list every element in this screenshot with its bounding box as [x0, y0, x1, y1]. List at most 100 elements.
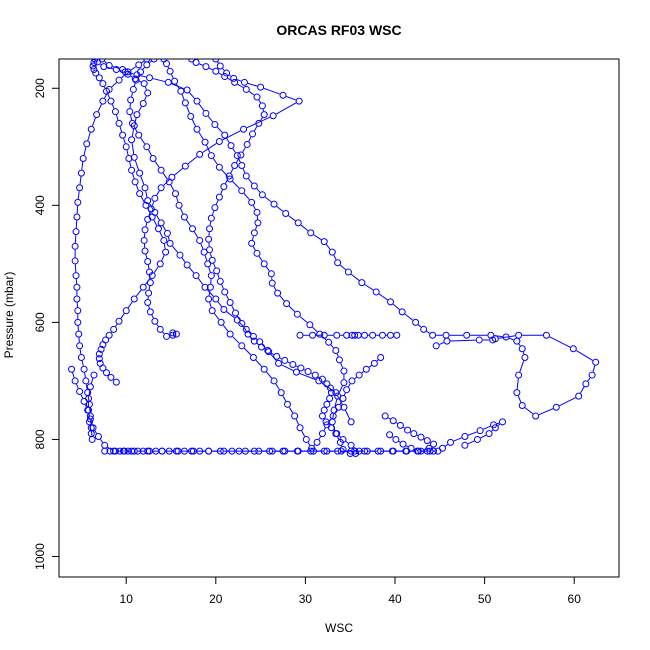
data-point — [125, 155, 133, 163]
data-point — [242, 172, 250, 180]
series-line-segment — [176, 83, 180, 89]
data-point — [250, 182, 258, 190]
data-point — [430, 440, 438, 448]
series-line-segment — [80, 394, 84, 399]
series-line-segment — [149, 60, 152, 64]
series-line-segment — [271, 352, 274, 356]
data-point — [340, 403, 348, 411]
series-line-segment — [132, 173, 135, 179]
data-point — [242, 325, 250, 333]
series-line-segment — [559, 397, 576, 407]
data-point — [447, 438, 455, 446]
data-point — [518, 402, 526, 410]
series-line-segment — [253, 126, 258, 132]
series-line-segment — [235, 157, 240, 163]
data-point — [240, 125, 248, 133]
series-line-segment — [338, 435, 341, 438]
series-line-segment — [147, 208, 151, 215]
data-point — [322, 418, 330, 426]
data-point — [423, 437, 431, 445]
series-line-segment — [361, 371, 364, 374]
series-line-segment — [199, 63, 203, 66]
series-line-segment — [198, 103, 205, 111]
data-point — [95, 74, 103, 82]
data-point — [339, 394, 347, 402]
data-point — [275, 359, 283, 367]
data-point — [334, 259, 342, 267]
data-point — [144, 89, 152, 97]
data-point — [151, 317, 159, 325]
series-line-segment — [231, 305, 235, 311]
series-line-segment — [217, 274, 220, 279]
series-line-segment — [222, 324, 229, 332]
data-point — [260, 260, 268, 268]
series-line-segment — [318, 436, 322, 440]
data-point — [233, 316, 241, 324]
data-point — [133, 111, 141, 119]
series-line-segment — [225, 294, 229, 300]
data-point — [143, 61, 151, 69]
data-point — [318, 430, 326, 438]
series-line-segment — [236, 79, 242, 82]
y-axis-label: Pressure (mbar) — [2, 272, 16, 359]
series-line-segment — [330, 344, 334, 349]
series-line-segment — [395, 422, 398, 424]
series-line-segment — [232, 181, 240, 189]
data-point — [387, 331, 395, 339]
series-line-segment — [204, 255, 208, 261]
series-line-segment — [279, 357, 282, 360]
series-line-segment — [343, 392, 346, 396]
plot-area — [68, 59, 600, 457]
series-line-segment — [300, 224, 309, 232]
data-point — [340, 367, 348, 375]
data-point — [166, 239, 174, 247]
series-line-segment — [286, 96, 297, 101]
series-line-segment — [467, 440, 475, 445]
data-point — [248, 239, 256, 247]
data-point — [84, 406, 92, 414]
data-point — [273, 352, 281, 360]
data-point — [335, 356, 343, 364]
data-point — [407, 444, 415, 452]
x-tick-label: 30 — [299, 592, 313, 606]
series-line-segment — [152, 78, 166, 83]
data-point — [80, 397, 88, 405]
series-line-segment — [339, 264, 347, 271]
data-point — [333, 430, 341, 438]
data-point — [378, 331, 386, 339]
data-point — [226, 298, 234, 306]
data-point — [99, 364, 107, 372]
series-line-segment — [130, 114, 133, 121]
series-line-segment — [144, 86, 147, 90]
series-line-segment — [130, 75, 133, 78]
data-point — [358, 279, 366, 287]
data-point — [120, 447, 128, 455]
series-line-segment — [295, 365, 298, 368]
data-point — [169, 331, 177, 339]
data-point — [71, 242, 79, 250]
series-line-segment — [153, 266, 159, 273]
data-point — [116, 447, 124, 455]
series-line-segment — [275, 102, 297, 115]
series-line-segment — [211, 210, 215, 216]
series-line-segment — [156, 190, 160, 196]
series-line-segment — [295, 419, 300, 425]
series-line-segment — [77, 191, 80, 199]
series-line-segment — [222, 68, 225, 71]
data-point — [258, 102, 266, 110]
series-line-segment — [279, 295, 285, 302]
data-point — [134, 447, 142, 455]
series-line-segment — [207, 115, 214, 123]
series-line-segment — [424, 448, 426, 451]
series-line-segment — [404, 313, 414, 321]
series-line-segment — [376, 359, 379, 362]
data-point — [180, 447, 188, 455]
data-point — [85, 418, 93, 426]
series-line-segment — [340, 362, 344, 368]
series-line-segment — [159, 231, 163, 238]
data-point — [240, 78, 248, 86]
data-point — [355, 371, 363, 379]
data-point — [268, 279, 276, 287]
data-point — [291, 412, 299, 420]
data-point — [238, 162, 246, 170]
